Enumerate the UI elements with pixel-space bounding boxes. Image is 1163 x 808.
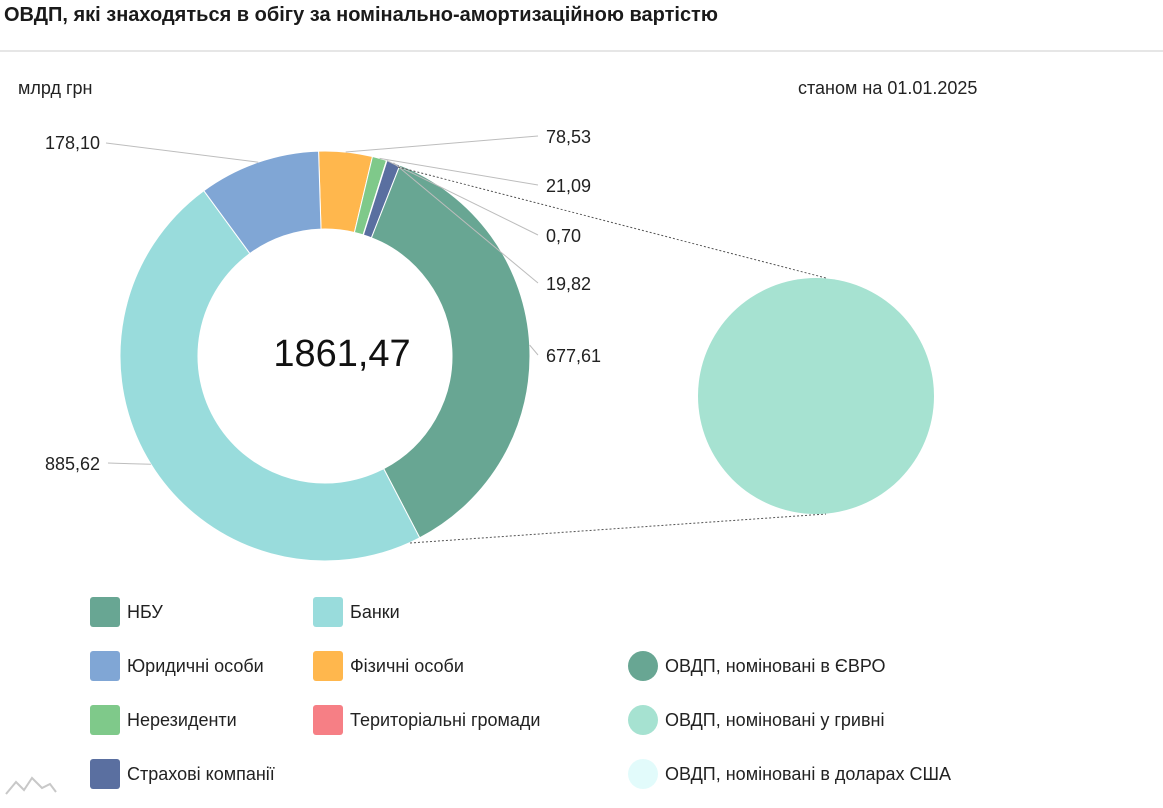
legend-label: Банки	[350, 601, 400, 622]
legend-item-nbu[interactable]: НБУ	[90, 597, 163, 627]
legend-item-nonresidents[interactable]: Нерезиденти	[90, 705, 237, 735]
legend-label: Юридичні особи	[127, 655, 264, 676]
title-divider	[0, 50, 1163, 52]
data-label-0: 677,61	[546, 346, 601, 366]
legend-item-territorial-communities[interactable]: Територіальні громади	[313, 705, 541, 735]
data-label-4: 21,09	[546, 176, 591, 196]
legend-label: ОВДП, номіновані в доларах США	[665, 763, 952, 784]
legend-label: Фізичні особи	[350, 655, 464, 676]
leader-line-1	[107, 462, 151, 465]
leader-line-4	[379, 157, 539, 186]
legend-item-individuals[interactable]: Фізичні особи	[313, 651, 464, 681]
legend-item-legal-entities[interactable]: Юридичні особи	[90, 651, 264, 681]
legend-swatch	[628, 759, 658, 789]
unit-label: млрд грн	[18, 78, 93, 98]
legend-label: ОВДП, номіновані в ЄВРО	[665, 655, 886, 676]
legend-item-ovdp-uah[interactable]: ОВДП, номіновані у гривні	[628, 705, 884, 735]
slice-2[interactable]	[203, 150, 322, 255]
legend-label: НБУ	[127, 601, 163, 622]
leader-lines	[105, 135, 539, 465]
data-label-5: 0,70	[546, 226, 581, 246]
legend-item-ovdp-eur[interactable]: ОВДП, номіновані в ЄВРО	[628, 651, 885, 681]
legend-swatch	[90, 597, 120, 627]
legend-swatch	[90, 759, 120, 789]
legend-label: Страхові компанії	[127, 763, 275, 784]
as-of-date: станом на 01.01.2025	[798, 78, 978, 98]
legend-item-insurance-companies[interactable]: Страхові компанії	[90, 759, 275, 789]
legend-label: Нерезиденти	[127, 709, 237, 730]
total-value: 1861,47	[273, 333, 410, 375]
mountain-logo-icon	[5, 776, 57, 795]
leader-line-5	[386, 160, 539, 236]
data-label-3: 78,53	[546, 127, 591, 147]
data-label-1: 885,62	[45, 454, 100, 474]
breakout-connector-bottom	[409, 513, 827, 544]
slice-1[interactable]	[119, 189, 421, 562]
leader-line-0	[529, 344, 539, 356]
legend-swatch	[628, 651, 658, 681]
slices-group	[119, 150, 531, 562]
chart-title: ОВДП, які знаходяться в обігу за номінал…	[4, 4, 718, 26]
legend-swatch	[313, 597, 343, 627]
legend-label: Територіальні громади	[350, 709, 541, 730]
donut-chart: 78,53 21,09 0,70 19,82 677,61 885,62 178,10 18…	[45, 127, 934, 562]
legend-swatch	[313, 705, 343, 735]
legend-label: ОВДП, номіновані у гривні	[665, 709, 885, 730]
legend-swatch	[628, 705, 658, 735]
legend-item-banks[interactable]: Банки	[313, 597, 400, 627]
legend-swatch	[90, 651, 120, 681]
legend-swatch	[313, 651, 343, 681]
leader-line-2	[105, 142, 259, 163]
leader-line-6	[393, 162, 539, 284]
data-label-6: 19,82	[546, 274, 591, 294]
breakout-connector-top	[397, 166, 827, 279]
legend-item-ovdp-usd[interactable]: ОВДП, номіновані в доларах США	[628, 759, 951, 789]
legend-swatch	[90, 705, 120, 735]
data-label-2: 178,10	[45, 133, 100, 153]
breakout-circle	[698, 278, 934, 514]
data-labels: 78,53 21,09 0,70 19,82 677,61 885,62 178,10	[45, 127, 601, 474]
leader-line-3	[345, 135, 539, 153]
